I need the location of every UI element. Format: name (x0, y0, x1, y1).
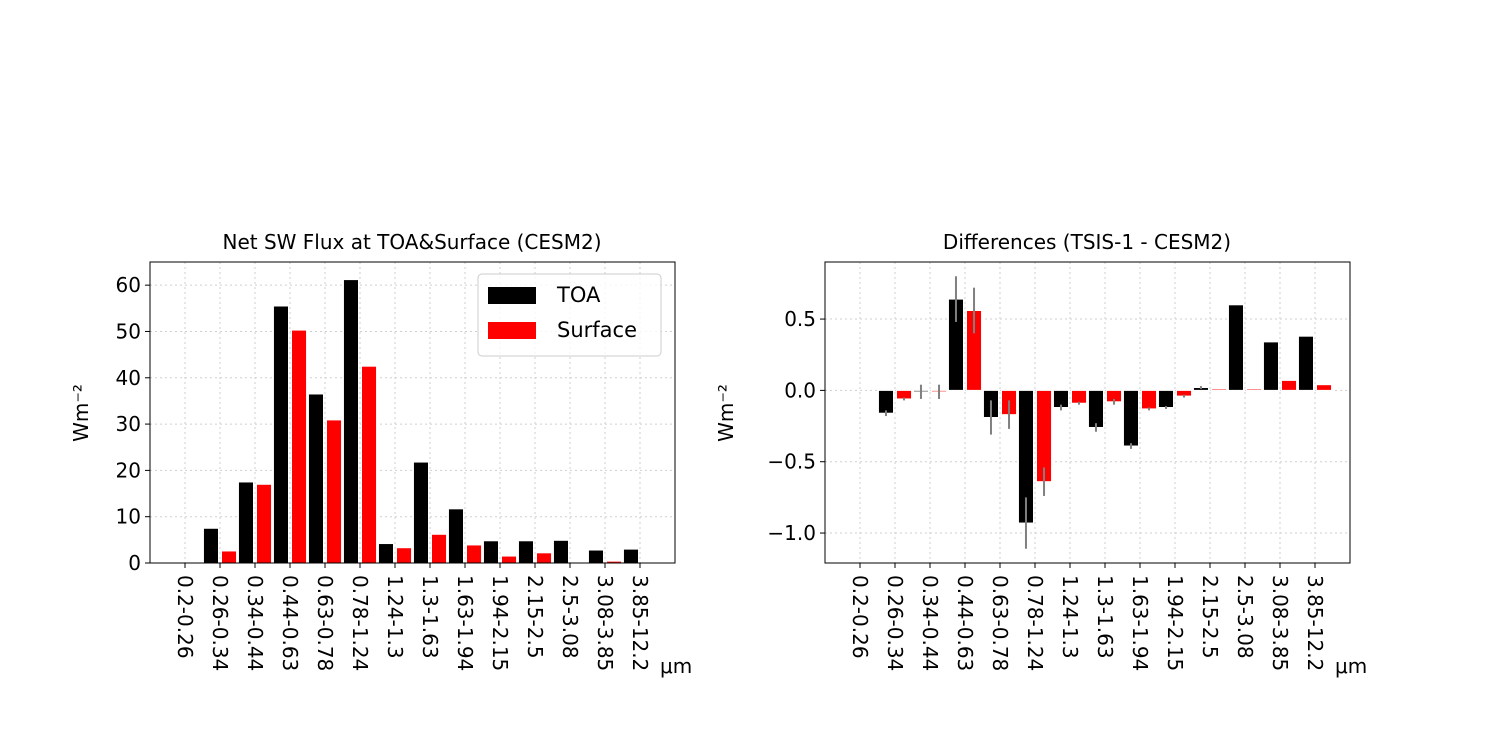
bar-surface-3.85-12.2 (1316, 384, 1333, 391)
bar-surface-2.5-3.08 (1246, 388, 1263, 391)
y-tick-label: 60 (116, 273, 141, 297)
bar-toa-0.26-0.34 (202, 527, 219, 564)
bar-surface-1.63-1.94 (1141, 389, 1158, 410)
x-tick-label: 1.3-1.63 (418, 575, 442, 659)
bar-surface-0.44-0.63 (291, 329, 308, 564)
x-tick-label: 1.3-1.63 (1093, 575, 1117, 659)
x-tick-label: 0.34-0.44 (918, 575, 942, 671)
y-axis-label: Wm⁻² (69, 384, 93, 442)
bar-surface-1.63-1.94 (466, 544, 483, 564)
bar-surface-3.08-3.85 (1281, 379, 1298, 391)
plot-frame (149, 261, 676, 564)
x-tick-label: 1.24-1.3 (1058, 575, 1082, 659)
bar-toa-3.85-12.2 (622, 548, 640, 564)
bar-toa-1.24-1.3 (377, 543, 395, 564)
bar-toa-2.5-3.08 (552, 539, 570, 564)
x-tick-label: 2.5-3.08 (558, 575, 582, 659)
bar-toa-3.08-3.85 (1262, 341, 1279, 391)
bar-toa-1.94-2.15 (482, 540, 500, 564)
x-tick-label: 0.44-0.63 (278, 575, 302, 671)
chart-differences: Differences (TSIS-1 - CESM2) Wm⁻² μm −1.… (714, 230, 1367, 678)
bar-toa-1.3-1.63 (412, 461, 430, 564)
bar-toa-3.85-12.2 (1297, 335, 1314, 391)
x-tick-label: 3.08-3.85 (593, 575, 617, 671)
bar-toa-1.94-2.15 (1157, 389, 1174, 409)
bar-toa-1.3-1.63 (1087, 389, 1104, 428)
bar-toa-0.26-0.34 (877, 389, 895, 414)
y-tick-label: −1.0 (767, 521, 816, 545)
bar-surface-1.24-1.3 (396, 547, 413, 564)
y-tick-label: 30 (116, 412, 141, 436)
x-tick-label: 1.94-2.15 (488, 575, 512, 671)
y-tick-label: 0.5 (784, 307, 816, 331)
bar-surface-0.34-0.44 (256, 483, 273, 564)
x-tick-label: 1.24-1.3 (383, 575, 407, 659)
x-tick-label: 0.34-0.44 (243, 575, 267, 671)
y-axis-label: Wm⁻² (714, 384, 738, 442)
y-tick-label: 0 (128, 551, 141, 575)
x-tick-label: 1.94-2.15 (1163, 575, 1187, 671)
x-tick-label: 0.63-0.78 (988, 575, 1012, 671)
chart-title: Net SW Flux at TOA&Surface (CESM2) (223, 230, 602, 254)
plot-frame (824, 261, 1351, 564)
x-tick-label: 0.2-0.26 (173, 575, 197, 659)
chart-net-sw-flux: Net SW Flux at TOA&Surface (CESM2) Wm⁻² … (69, 230, 692, 678)
x-tick-label: 0.63-0.78 (313, 575, 337, 671)
x-tick-label: 0.26-0.34 (883, 575, 907, 671)
bar-toa-0.44-0.63 (272, 305, 290, 564)
y-tick-label: −0.5 (767, 450, 816, 474)
x-tick-label: 2.15-2.5 (523, 575, 547, 659)
x-axis-label: μm (660, 654, 692, 678)
x-tick-label: 1.63-1.94 (453, 575, 477, 671)
x-tick-label: 0.78-1.24 (1023, 575, 1047, 671)
x-tick-label: 0.44-0.63 (953, 575, 977, 671)
bar-surface-2.15-2.5 (536, 552, 553, 564)
legend-swatch-surface (488, 322, 536, 339)
bar-surface-1.24-1.3 (1071, 389, 1088, 404)
bar-toa-1.63-1.94 (447, 508, 465, 564)
bar-toa-3.08-3.85 (587, 549, 605, 564)
x-tick-label: 1.63-1.94 (1128, 575, 1152, 671)
grid (825, 262, 1350, 563)
chart-title: Differences (TSIS-1 - CESM2) (943, 230, 1231, 254)
bar-toa-1.63-1.94 (1122, 389, 1139, 447)
x-tick-label: 2.15-2.5 (1198, 575, 1222, 659)
legend-label-surface: Surface (557, 318, 637, 342)
legend-swatch-toa (488, 287, 536, 304)
y-tick-label: 40 (116, 366, 141, 390)
bar-surface-0.78-1.24 (361, 365, 378, 564)
x-tick-label: 3.85-12.2 (1303, 575, 1327, 671)
bar-toa-0.34-0.44 (237, 481, 254, 564)
bar-toa-0.78-1.24 (342, 279, 360, 564)
legend: TOA Surface (477, 273, 662, 357)
bar-toa-2.15-2.5 (517, 540, 535, 564)
legend-label-toa: TOA (556, 283, 601, 307)
x-axis-label: μm (1335, 654, 1367, 678)
x-tick-label: 3.85-12.2 (628, 575, 652, 671)
x-tick-label: 0.26-0.34 (208, 575, 232, 671)
bar-surface-0.26-0.34 (221, 550, 238, 564)
y-tick-label: 20 (116, 458, 141, 482)
x-tick-label: 3.08-3.85 (1268, 575, 1292, 671)
y-tick-label: 0.0 (784, 378, 816, 402)
x-tick-label: 0.2-0.26 (848, 575, 872, 659)
bar-surface-2.15-2.5 (1211, 388, 1228, 391)
y-tick-label: 50 (116, 319, 141, 343)
x-tick-label: 2.5-3.08 (1233, 575, 1257, 659)
bar-surface-1.3-1.63 (431, 533, 448, 564)
bar-surface-0.63-0.78 (326, 419, 343, 564)
bars (877, 276, 1333, 549)
bar-surface-1.94-2.15 (501, 555, 518, 564)
x-tick-label: 0.78-1.24 (348, 575, 372, 671)
bar-toa-0.63-0.78 (307, 393, 325, 564)
y-tick-label: 10 (116, 505, 141, 529)
bar-toa-2.5-3.08 (1227, 304, 1244, 391)
